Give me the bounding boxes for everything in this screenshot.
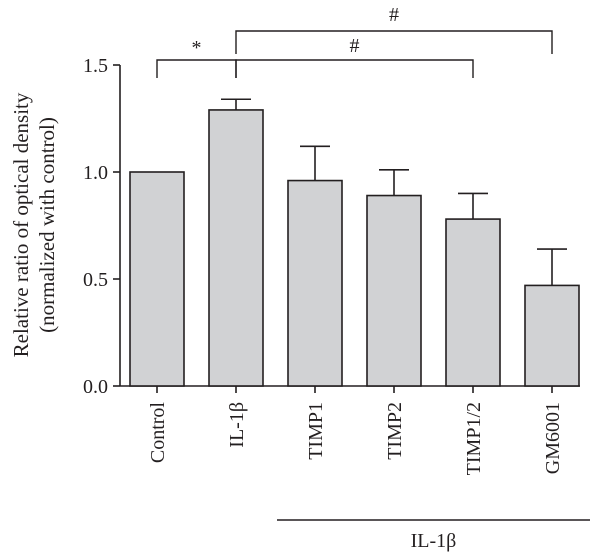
significance-bracket-0 bbox=[156, 59, 237, 78]
y-tick-label: 1.5 bbox=[83, 55, 108, 77]
plot-area: 0.0 0.5 1.0 1.5 Control IL-1β TIMP1 TIMP2 TIMP1/… bbox=[83, 4, 590, 552]
y-axis-title: Relative ratio of optical density (norma… bbox=[9, 92, 59, 357]
y-tick-label: 0.5 bbox=[83, 269, 108, 291]
y-axis-label-line2: (normalized with control) bbox=[35, 117, 59, 333]
x-tick-label: TIMP1 bbox=[305, 402, 327, 460]
y-axis-label-line1: Relative ratio of optical density bbox=[9, 92, 33, 357]
x-tick-label: Control bbox=[147, 402, 169, 464]
y-tick-label: 1.0 bbox=[83, 162, 108, 184]
bar-2 bbox=[287, 179, 343, 387]
x-tick-label: GM6001 bbox=[542, 402, 564, 474]
x-tick-label: TIMP1/2 bbox=[463, 402, 485, 475]
bar-1 bbox=[208, 109, 264, 387]
bar-4 bbox=[445, 218, 501, 387]
x-tick-label: TIMP2 bbox=[384, 402, 406, 460]
significance-bracket-2 bbox=[235, 30, 553, 54]
significance-label-2: # bbox=[389, 4, 399, 26]
bar-3 bbox=[366, 194, 422, 387]
significance-label-0: * bbox=[192, 37, 202, 59]
significance-label-1: # bbox=[350, 35, 360, 57]
bar-5 bbox=[524, 284, 580, 387]
x-tick-label: IL-1β bbox=[226, 402, 248, 448]
group-label: IL-1β bbox=[411, 530, 457, 552]
y-tick-label: 0.0 bbox=[83, 376, 108, 398]
significance-bracket-1 bbox=[235, 59, 474, 78]
bar-0 bbox=[129, 171, 185, 387]
